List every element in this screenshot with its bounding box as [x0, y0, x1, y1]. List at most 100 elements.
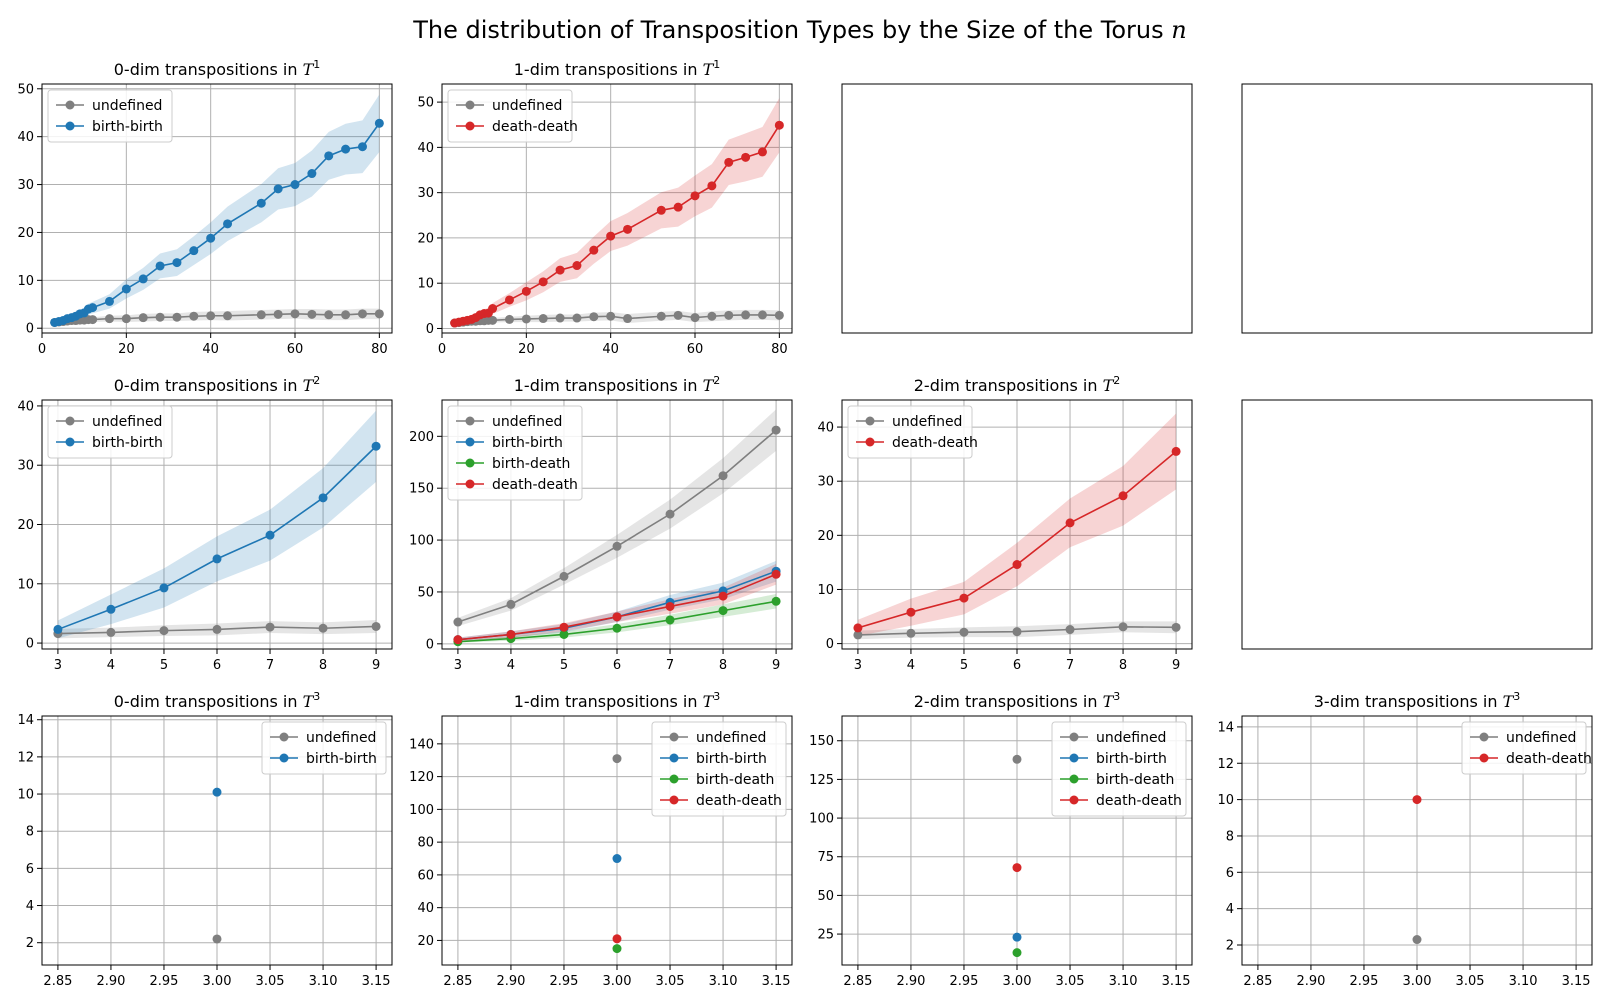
y-tick-label: 14	[17, 713, 34, 728]
legend-swatch-marker	[865, 437, 875, 447]
x-tick-label: 2.95	[549, 974, 578, 989]
legend-box	[651, 721, 787, 817]
subplot-r0c2	[841, 83, 1193, 334]
space-exponent: 2	[1113, 374, 1120, 387]
axes-frame	[1241, 715, 1593, 966]
data-point-undefined	[121, 314, 131, 324]
x-tick-label: 20	[518, 342, 535, 357]
data-point-undefined	[318, 623, 328, 633]
legend-swatch-marker	[465, 121, 475, 131]
subplot-title: 0-dim transpositions in T2	[114, 374, 321, 395]
legend: undefined birth-birth birth-death death-dea…	[1051, 721, 1187, 817]
data-point-birth-birth	[612, 854, 622, 864]
data-point-birth-birth	[189, 246, 199, 256]
space-exponent: 3	[1513, 690, 1520, 703]
y-tick-label: 60	[417, 868, 434, 883]
subplot-title-text: 1-dim transpositions in	[514, 60, 703, 79]
x-tick-label: 6	[213, 658, 221, 673]
data-point-death-death	[506, 629, 516, 639]
y-tick-label: 20	[417, 231, 434, 246]
figure-title: The distribution of Transposition Types …	[0, 16, 1600, 44]
y-tick-label: 12	[1217, 757, 1234, 772]
data-point-undefined	[223, 311, 233, 321]
data-point-death-death	[1012, 863, 1022, 873]
x-tick-label: 3	[454, 658, 462, 673]
x-tick-label: 5	[560, 658, 568, 673]
legend-swatch-marker	[465, 458, 475, 468]
subplot-title: 1-dim transpositions in T1	[514, 58, 721, 79]
data-point-death-death	[504, 295, 514, 305]
legend-label-death-death: death-death	[696, 793, 782, 809]
data-point-undefined	[88, 315, 98, 325]
space-symbol: T	[303, 692, 315, 711]
data-point-death-death	[612, 612, 622, 622]
x-tick-label: 40	[602, 342, 619, 357]
data-point-undefined	[307, 309, 317, 319]
subplot-r1c1: 3 4 5 6 7 8 9 0 50 100 150 200 1-dim transpositions …	[409, 374, 793, 673]
x-tick-label: 2.90	[896, 974, 925, 989]
y-tick-label: 0	[426, 637, 434, 652]
y-tick-label: 25	[817, 928, 834, 943]
subplot-r1c0: 3 4 5 6 7 8 9 0 10 20 30 40 0-dim transpositions in …	[17, 374, 393, 673]
data-point-undefined	[453, 617, 463, 627]
legend-label-birth-birth: birth-birth	[306, 751, 377, 767]
subplot-title-text: 1-dim transpositions in	[514, 376, 703, 395]
legend-swatch-marker	[1069, 774, 1079, 784]
x-tick-label: 0	[38, 342, 46, 357]
legend-label-death-death: death-death	[492, 119, 578, 135]
data-point-undefined	[724, 310, 734, 320]
data-point-undefined	[559, 571, 569, 581]
axes-frame	[41, 399, 393, 650]
data-point-undefined	[138, 313, 148, 323]
data-point-death-death	[1171, 446, 1181, 456]
subplot-title-text: 2-dim transpositions in	[914, 692, 1103, 711]
legend-label-birth-death: birth-death	[696, 772, 774, 788]
y-tick-label: 0	[826, 637, 834, 652]
data-point-death-death	[771, 569, 781, 579]
axes-frame	[441, 715, 793, 966]
x-tick-label: 3.10	[1509, 974, 1538, 989]
data-point-undefined	[371, 621, 381, 631]
legend-label-undefined: undefined	[1096, 730, 1166, 746]
data-point-undefined	[771, 425, 781, 435]
x-tick-label: 7	[666, 658, 674, 673]
legend-swatch-marker	[1069, 795, 1079, 805]
data-point-birth-birth	[159, 583, 169, 593]
plot-area	[1012, 754, 1022, 958]
x-tick-label: 4	[107, 658, 115, 673]
data-point-undefined	[189, 311, 199, 321]
data-point-death-death	[612, 934, 622, 944]
y-tick-label: 14	[1217, 720, 1234, 735]
x-tick-label: 4	[507, 658, 515, 673]
legend-label-birth-death: birth-death	[1096, 772, 1174, 788]
plot-area	[612, 754, 622, 954]
data-point-birth-birth	[212, 787, 222, 797]
legend-label-undefined: undefined	[492, 414, 562, 430]
legend-label-birth-birth: birth-birth	[92, 435, 163, 451]
empty-axes-frame	[1241, 83, 1593, 334]
data-point-undefined	[172, 312, 182, 322]
data-point-undefined	[374, 309, 384, 319]
data-point-death-death	[453, 635, 463, 645]
data-point-death-death	[1065, 518, 1075, 528]
data-point-undefined	[757, 310, 767, 320]
data-point-undefined	[1118, 622, 1128, 632]
y-tick-label: 80	[417, 836, 434, 851]
data-point-undefined	[155, 312, 165, 322]
data-point-birth-birth	[106, 604, 116, 614]
data-point-birth-birth	[172, 258, 182, 268]
subplot-title: 1-dim transpositions in T3	[514, 690, 721, 711]
data-point-death-death	[488, 304, 498, 314]
legend: undefined birth-birth	[47, 89, 173, 143]
plot-area	[450, 98, 784, 328]
y-tick-label: 40	[17, 399, 34, 414]
data-point-undefined	[1171, 622, 1181, 632]
data-point-undefined	[959, 627, 969, 637]
legend-box	[1051, 721, 1187, 817]
subplot-title-text: 1-dim transpositions in	[514, 692, 703, 711]
data-point-undefined	[357, 309, 367, 319]
legend: undefined birth-birth birth-death death-dea…	[651, 721, 787, 817]
x-tick-label: 20	[118, 342, 135, 357]
data-point-birth-birth	[290, 180, 300, 190]
